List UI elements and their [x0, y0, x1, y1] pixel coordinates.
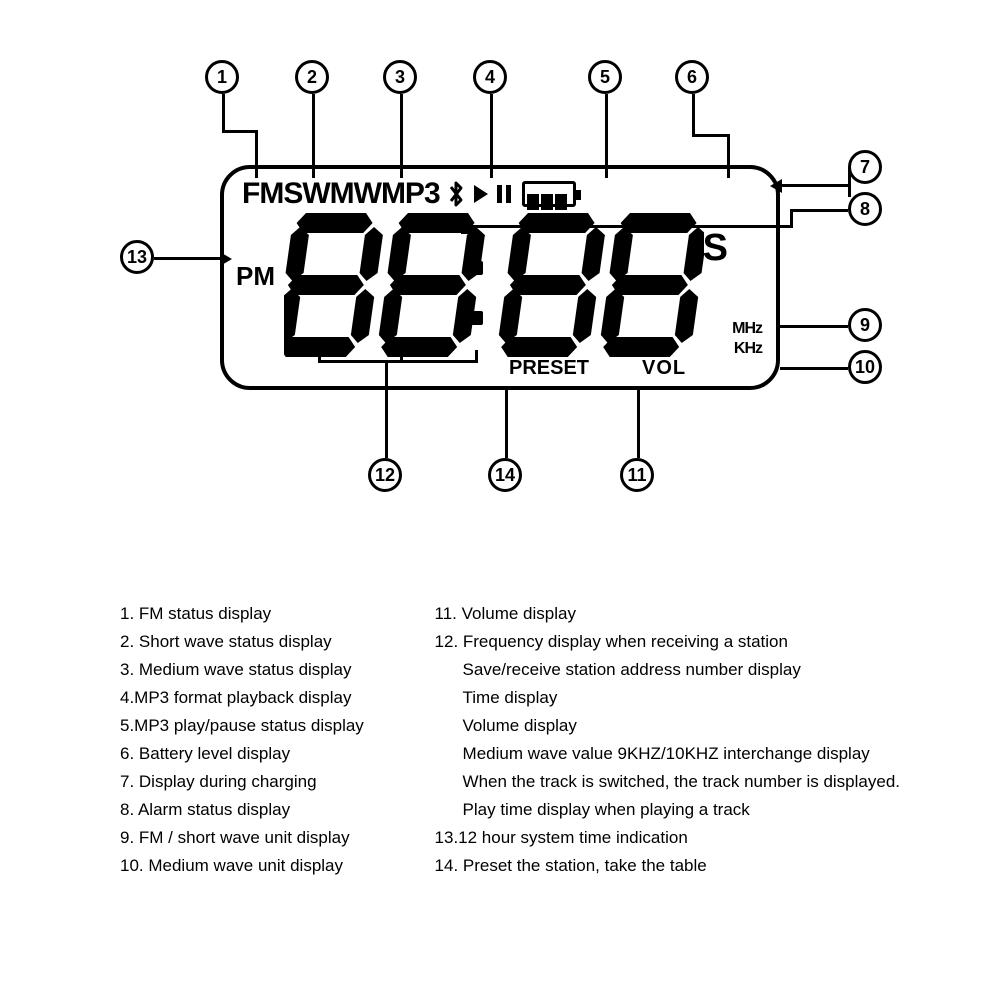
leader-12b [318, 360, 478, 363]
legend-item: 1. FM status display [120, 600, 395, 628]
legend-item: 2. Short wave status display [120, 628, 395, 656]
leader-12d [475, 350, 478, 363]
legend-item: 13.12 hour system time indication [435, 824, 900, 852]
legend-item: 14. Preset the station, take the table [435, 852, 900, 880]
leader-8 [790, 209, 848, 212]
legend-item: 8. Alarm status display [120, 796, 395, 824]
legend-subitem: Time display [435, 684, 900, 712]
callout-1: 1 [205, 60, 239, 94]
callout-2: 2 [295, 60, 329, 94]
leader-3 [400, 94, 403, 178]
lcd-top-row: FMSWMWMP3 [242, 177, 758, 211]
legend-item: 4.MP3 format playback display [120, 684, 395, 712]
lcd-mode-text: FMSWMWMP3 [242, 177, 440, 211]
legend-subitem: Play time display when playing a track [435, 796, 900, 824]
callout-7: 7 [848, 150, 882, 184]
legend-subitem: Save/receive station address number disp… [435, 656, 900, 684]
leader-1 [222, 94, 225, 130]
callout-4: 4 [473, 60, 507, 94]
legend-item: 6. Battery level display [120, 740, 395, 768]
legend-item: 11. Volume display [435, 600, 900, 628]
leader-2 [312, 94, 315, 178]
vol-label: VOL [642, 357, 686, 380]
bluetooth-icon [446, 180, 466, 208]
legend-subitem: When the track is switched, the track nu… [435, 768, 900, 796]
preset-label: PRESET [509, 357, 589, 380]
leader-1c [255, 130, 258, 178]
legend-item: 5.MP3 play/pause status display [120, 712, 395, 740]
battery-icon [522, 181, 576, 207]
leader-13 [154, 257, 224, 260]
lcd-panel: FMSWMWMP3 PM [220, 165, 780, 390]
pm-indicator: PM [236, 261, 275, 292]
callout-12: 12 [368, 458, 402, 492]
leader-9 [780, 325, 848, 328]
arrow-13 [220, 252, 232, 266]
leader-10 [780, 367, 848, 370]
arrow-7 [770, 179, 782, 193]
mhz-label: MHz [732, 320, 762, 338]
callout-9: 9 [848, 308, 882, 342]
s-indicator: S [703, 227, 728, 270]
leader-7 [780, 184, 848, 187]
leader-14 [505, 390, 508, 458]
legend-left-column: 1. FM status display 2. Short wave statu… [120, 600, 395, 880]
leader-6b [692, 134, 730, 137]
leader-12e [400, 350, 403, 363]
leader-4 [490, 94, 493, 178]
leader-5 [605, 94, 608, 178]
callout-3: 3 [383, 60, 417, 94]
legend-item: 3. Medium wave status display [120, 656, 395, 684]
legend-item: 7. Display during charging [120, 768, 395, 796]
leader-1b [222, 130, 258, 133]
arrow-8 [460, 220, 472, 234]
pause-icon [496, 183, 512, 205]
callout-6: 6 [675, 60, 709, 94]
legend-item: 10. Medium wave unit display [120, 852, 395, 880]
callout-5: 5 [588, 60, 622, 94]
legend-item: 12. Frequency display when receiving a s… [435, 628, 900, 656]
callout-11: 11 [620, 458, 654, 492]
legend-right-column: 11. Volume display 12. Frequency display… [435, 600, 900, 880]
callout-13: 13 [120, 240, 154, 274]
legend-subitem: Volume display [435, 712, 900, 740]
leader-8c [470, 225, 793, 228]
leader-12 [385, 360, 388, 458]
leader-12c [318, 350, 321, 363]
seven-segment-digits [284, 213, 704, 363]
callout-8: 8 [848, 192, 882, 226]
play-icon [472, 183, 490, 205]
callout-14: 14 [488, 458, 522, 492]
callout-10: 10 [848, 350, 882, 384]
leader-6c [727, 134, 730, 178]
leader-11 [637, 390, 640, 458]
legend-subitem: Medium wave value 9KHZ/10KHZ interchange… [435, 740, 900, 768]
legend: 1. FM status display 2. Short wave statu… [120, 600, 900, 880]
khz-label: KHz [734, 340, 762, 358]
diagram-area: 1 2 3 4 5 6 7 8 9 10 13 12 14 11 FMSWMWM… [100, 60, 900, 490]
legend-item: 9. FM / short wave unit display [120, 824, 395, 852]
leader-6 [692, 94, 695, 134]
